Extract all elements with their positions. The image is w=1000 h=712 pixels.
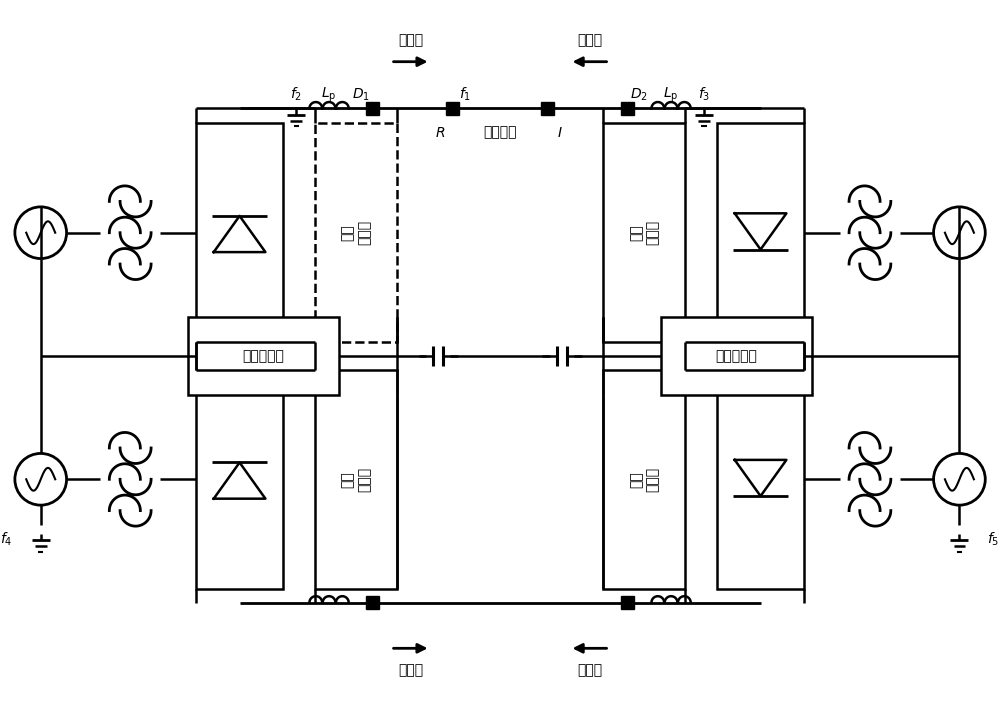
Polygon shape [214, 463, 265, 498]
Bar [446, 102, 459, 115]
Bar [196, 123, 283, 342]
Text: R: R [436, 126, 445, 140]
Bar [366, 102, 379, 115]
Text: 直流
滤波器: 直流 滤波器 [341, 467, 371, 492]
Polygon shape [214, 216, 265, 252]
Text: 交流滤波器: 交流滤波器 [716, 349, 758, 363]
Text: 直流
滤波器: 直流 滤波器 [629, 467, 659, 492]
Text: $f_5$: $f_5$ [987, 530, 1000, 548]
Bar [315, 370, 397, 589]
Text: $L_{\rm p}$: $L_{\rm p}$ [663, 85, 679, 104]
Bar [315, 123, 397, 342]
Bar [661, 318, 812, 394]
Bar [603, 123, 685, 342]
Text: $D_2$: $D_2$ [630, 86, 648, 103]
Text: $f_4$: $f_4$ [0, 530, 13, 548]
Bar [717, 123, 804, 342]
Text: $f_1$: $f_1$ [459, 86, 471, 103]
Bar [366, 596, 379, 609]
Polygon shape [735, 214, 786, 249]
Bar [541, 102, 554, 115]
Text: I: I [558, 126, 562, 140]
Text: $f_2$: $f_2$ [290, 86, 302, 103]
Bar [196, 370, 283, 589]
Text: 直流
滤波器: 直流 滤波器 [629, 220, 659, 245]
Bar [621, 102, 634, 115]
Bar [603, 370, 685, 589]
Text: $f_3$: $f_3$ [698, 86, 710, 103]
Text: 正方向: 正方向 [398, 33, 423, 47]
Polygon shape [735, 460, 786, 496]
Bar [621, 596, 634, 609]
Text: $L_{\rm p}$: $L_{\rm p}$ [321, 85, 337, 104]
Bar [717, 370, 804, 589]
Text: 正方向: 正方向 [398, 663, 423, 677]
Text: $D_1$: $D_1$ [352, 86, 370, 103]
Bar [188, 318, 339, 394]
Text: 正方向: 正方向 [577, 33, 602, 47]
Text: 正方向: 正方向 [577, 663, 602, 677]
Text: 直流线路: 直流线路 [483, 125, 517, 140]
Text: 交流滤波器: 交流滤波器 [242, 349, 284, 363]
Text: 直流
滤波器: 直流 滤波器 [341, 220, 371, 245]
